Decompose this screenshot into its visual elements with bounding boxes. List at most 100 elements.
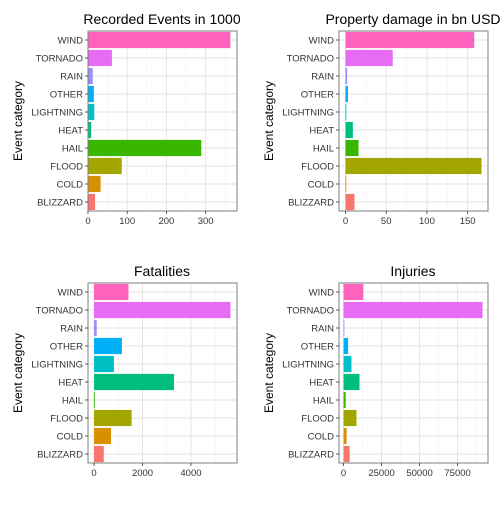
y-tick-label: FLOOD xyxy=(50,161,83,172)
bar-rain xyxy=(343,319,345,337)
bar-wind xyxy=(88,31,231,49)
bar-blizzard xyxy=(88,193,96,211)
bar-hail xyxy=(94,391,95,409)
bar-tornado xyxy=(345,49,393,67)
panel-frame xyxy=(338,282,489,464)
bar-flood xyxy=(343,409,357,427)
y-tick-label: OTHER xyxy=(301,341,334,352)
bar-heat xyxy=(343,373,360,391)
bar-other xyxy=(88,85,94,103)
y-tick-label: COLD xyxy=(57,431,84,442)
bar-lightning xyxy=(343,355,352,373)
x-tick-label: 2000 xyxy=(132,468,153,479)
chart-panel-4: BLIZZARD COLD FLOOD HAIL HEAT LIGHTNING OTHER R… xyxy=(262,263,489,479)
x-tick-label: 75000 xyxy=(444,468,470,479)
y-tick-label: FLOOD xyxy=(50,413,83,424)
x-tick-label: 4000 xyxy=(180,468,201,479)
y-tick-label: TORNADO xyxy=(287,53,334,64)
y-tick-label: HAIL xyxy=(313,143,334,154)
y-tick-label: HAIL xyxy=(62,143,83,154)
x-tick-label: 100 xyxy=(419,216,435,227)
y-tick-label: OTHER xyxy=(301,89,334,100)
x-tick-label: 0 xyxy=(91,468,96,479)
y-tick-label: RAIN xyxy=(60,71,83,82)
y-tick-label: WIND xyxy=(58,287,83,298)
y-tick-label: LIGHTNING xyxy=(31,359,83,370)
y-tick-label: FLOOD xyxy=(301,161,334,172)
y-tick-label: BLIZZARD xyxy=(37,197,83,208)
y-tick-label: TORNADO xyxy=(287,305,334,316)
x-tick-label: 150 xyxy=(460,216,476,227)
bar-blizzard xyxy=(345,193,355,211)
bar-cold xyxy=(345,175,347,193)
bar-other xyxy=(345,85,348,103)
y-tick-label: HEAT xyxy=(309,377,334,388)
y-axis-label: Event category xyxy=(262,333,276,413)
bar-wind xyxy=(343,283,364,301)
y-axis-label: Event category xyxy=(262,81,276,161)
x-tick-label: 0 xyxy=(85,216,90,227)
bar-rain xyxy=(88,67,93,85)
x-tick-label: 0 xyxy=(343,216,348,227)
y-tick-label: TORNADO xyxy=(36,305,83,316)
chart-title: Injuries xyxy=(390,263,435,279)
y-tick-label: HEAT xyxy=(309,125,334,136)
y-tick-label: HEAT xyxy=(58,377,83,388)
bar-cold xyxy=(94,427,112,445)
y-tick-label: FLOOD xyxy=(301,413,334,424)
y-tick-label: BLIZZARD xyxy=(37,449,83,460)
bar-tornado xyxy=(88,49,112,67)
y-tick-label: OTHER xyxy=(50,341,83,352)
bar-hail xyxy=(345,139,359,157)
y-tick-label: OTHER xyxy=(50,89,83,100)
panel-frame xyxy=(338,30,489,212)
y-tick-label: TORNADO xyxy=(36,53,83,64)
chart-panel-1: BLIZZARD COLD FLOOD HAIL HEAT LIGHTNING OTHER R… xyxy=(11,11,241,227)
x-tick-label: 100 xyxy=(119,216,135,227)
bar-tornado xyxy=(94,301,231,319)
x-tick-label: 50 xyxy=(381,216,392,227)
bar-heat xyxy=(88,121,92,139)
bar-flood xyxy=(88,157,122,175)
y-tick-label: HEAT xyxy=(58,125,83,136)
y-tick-label: WIND xyxy=(309,287,334,298)
chart-panel-2: BLIZZARD COLD FLOOD HAIL HEAT LIGHTNING OTHER R… xyxy=(262,11,501,227)
y-tick-label: COLD xyxy=(57,179,84,190)
chart-title: Property damage in bn USD xyxy=(325,11,500,27)
bar-hail xyxy=(343,391,346,409)
bar-blizzard xyxy=(343,445,350,463)
y-tick-label: LIGHTNING xyxy=(282,107,334,118)
bar-lightning xyxy=(88,103,95,121)
x-tick-label: 50000 xyxy=(406,468,432,479)
panel-border xyxy=(87,30,238,212)
x-tick-label: 300 xyxy=(198,216,214,227)
bar-hail xyxy=(88,139,202,157)
bar-other xyxy=(94,337,122,355)
x-tick-label: 200 xyxy=(158,216,174,227)
bar-flood xyxy=(345,157,482,175)
y-tick-label: LIGHTNING xyxy=(282,359,334,370)
chart-title: Fatalities xyxy=(134,263,190,279)
bar-other xyxy=(343,337,349,355)
bar-cold xyxy=(343,427,347,445)
y-axis-label: Event category xyxy=(11,81,25,161)
bar-heat xyxy=(94,373,175,391)
bar-blizzard xyxy=(94,445,104,463)
bar-wind xyxy=(345,31,475,49)
x-tick-label: 25000 xyxy=(368,468,394,479)
bar-wind xyxy=(94,283,129,301)
y-tick-label: BLIZZARD xyxy=(288,449,334,460)
y-tick-label: LIGHTNING xyxy=(31,107,83,118)
bar-flood xyxy=(94,409,132,427)
bar-heat xyxy=(345,121,353,139)
y-tick-label: COLD xyxy=(308,431,335,442)
y-tick-label: WIND xyxy=(309,35,334,46)
bar-lightning xyxy=(345,103,347,121)
y-tick-label: RAIN xyxy=(311,71,334,82)
y-tick-label: COLD xyxy=(308,179,335,190)
x-tick-label: 0 xyxy=(341,468,346,479)
bar-cold xyxy=(88,175,101,193)
y-tick-label: HAIL xyxy=(62,395,83,406)
